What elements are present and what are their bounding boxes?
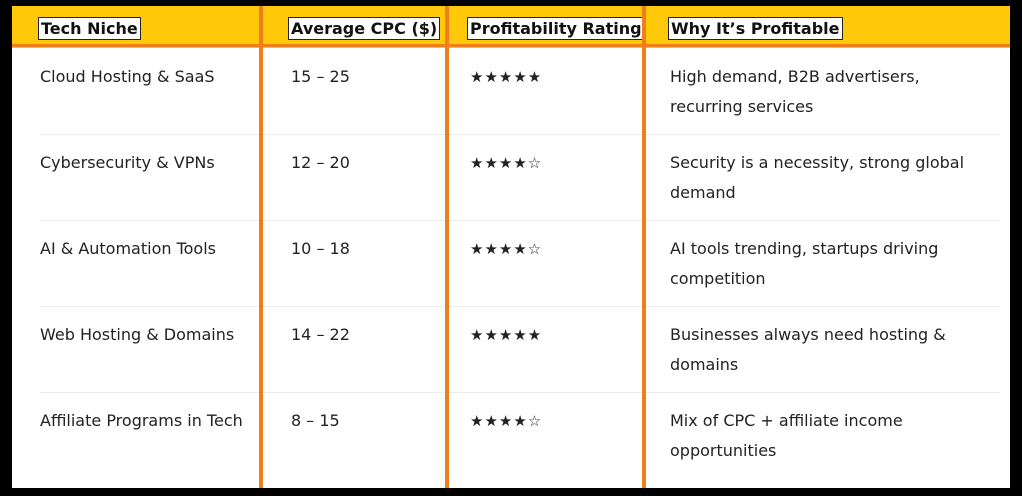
cell-rating: ★★★★☆ [470, 240, 543, 258]
column-divider-highlight [642, 6, 646, 488]
header-average-cpc: Average CPC ($) [288, 17, 441, 40]
table-row: Cloud Hosting & SaaS 15 – 25 ★★★★★ High … [12, 48, 1010, 134]
cell-rating: ★★★★★ [470, 68, 543, 86]
header-profitability-rating: Profitability Rating [467, 17, 645, 40]
cell-why: Businesses always need hosting & domains [670, 325, 946, 374]
table-header-row: Tech Niche Average CPC ($) Profitability… [12, 6, 1010, 48]
cell-rating: ★★★★★ [470, 326, 543, 344]
table-row: Web Hosting & Domains 14 – 22 ★★★★★ Busi… [12, 306, 1010, 392]
cell-cpc: 10 – 18 [291, 239, 350, 258]
cell-cpc: 8 – 15 [291, 411, 340, 430]
column-divider-highlight [445, 6, 449, 488]
cell-niche: Affiliate Programs in Tech [40, 411, 243, 430]
cell-cpc: 15 – 25 [291, 67, 350, 86]
cell-why: AI tools trending, startups driving comp… [670, 239, 939, 288]
cell-why: Security is a necessity, strong global d… [670, 153, 965, 202]
table-row: Affiliate Programs in Tech 8 – 15 ★★★★☆ … [12, 392, 1010, 478]
header-highlight-bottom [12, 44, 1010, 47]
header-why-profitable: Why It’s Profitable [668, 17, 843, 40]
cell-niche: Cybersecurity & VPNs [40, 153, 215, 172]
cell-rating: ★★★★☆ [470, 154, 543, 172]
cell-niche: AI & Automation Tools [40, 239, 216, 258]
cell-rating: ★★★★☆ [470, 412, 543, 430]
table-row: Cybersecurity & VPNs 12 – 20 ★★★★☆ Secur… [12, 134, 1010, 220]
cell-why: High demand, B2B advertisers, recurring … [670, 67, 920, 116]
cell-why: Mix of CPC + affiliate income opportunit… [670, 411, 903, 460]
cell-niche: Cloud Hosting & SaaS [40, 67, 215, 86]
cell-cpc: 12 – 20 [291, 153, 350, 172]
cell-cpc: 14 – 22 [291, 325, 350, 344]
column-divider-highlight [259, 6, 263, 488]
header-tech-niche: Tech Niche [38, 17, 141, 40]
cell-niche: Web Hosting & Domains [40, 325, 235, 344]
data-table: Tech Niche Average CPC ($) Profitability… [12, 6, 1010, 488]
table-row: AI & Automation Tools 10 – 18 ★★★★☆ AI t… [12, 220, 1010, 306]
table-body: Cloud Hosting & SaaS 15 – 25 ★★★★★ High … [12, 48, 1010, 478]
